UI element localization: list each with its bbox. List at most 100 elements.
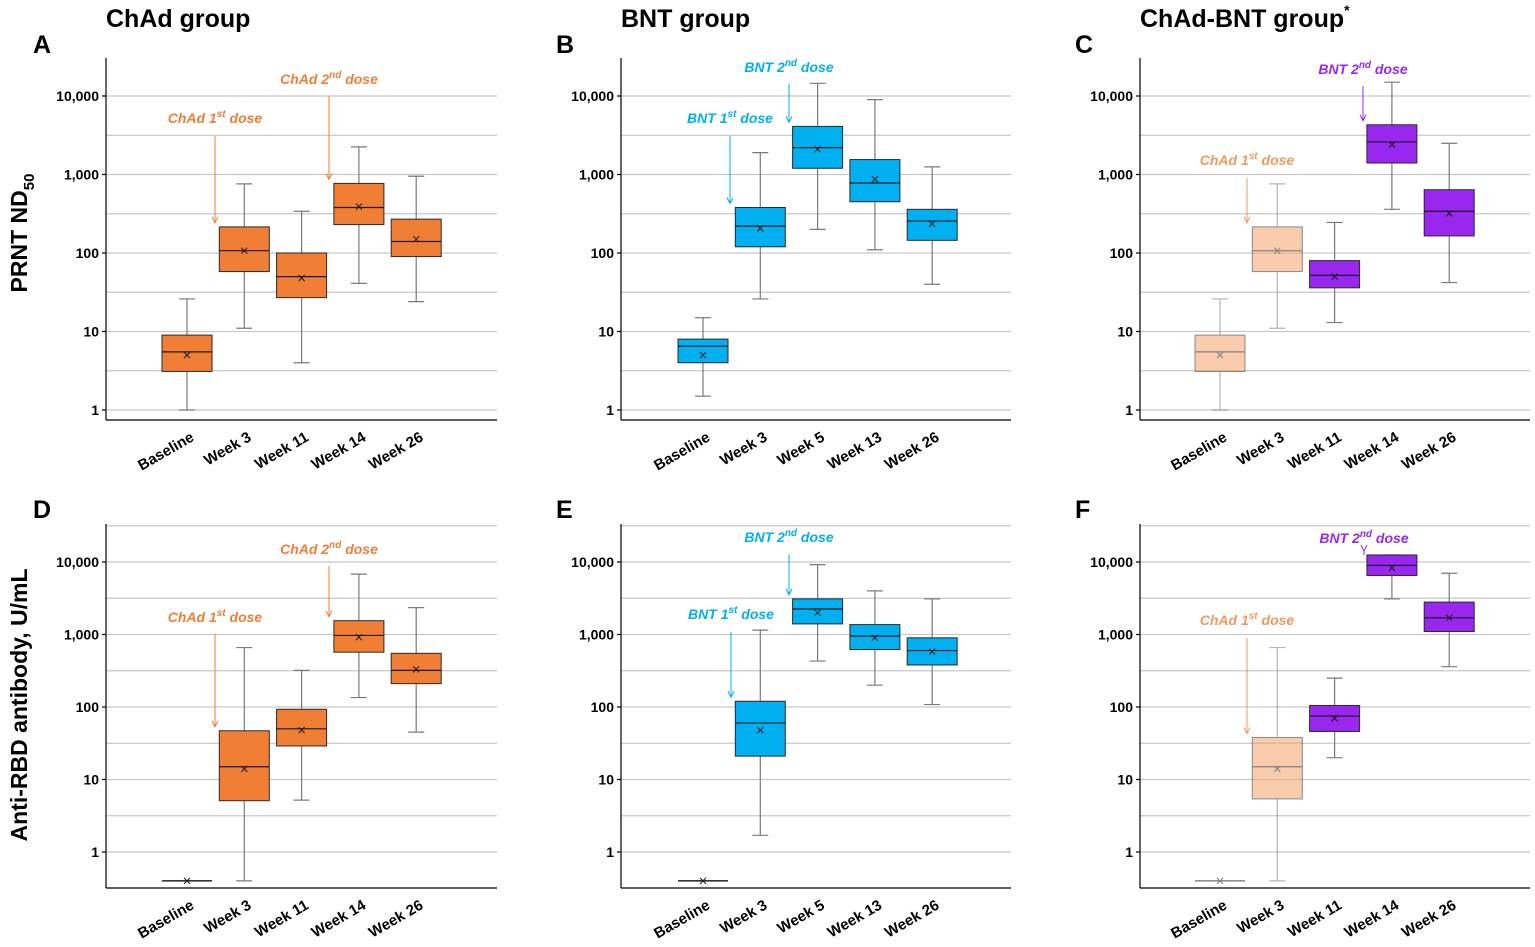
mean-marker-week-11 [1331,273,1338,280]
box-iqr-week-14 [1366,124,1418,164]
y-tick-label-10: 10 [83,772,99,788]
x-tick-label-week-11: Week 11 [252,897,312,941]
box-week-26 [906,166,958,285]
box-week-26 [390,175,442,303]
annotation-arrowhead [211,720,219,728]
mean-marker-week-11 [1331,714,1338,722]
mean-marker-week-3 [240,765,248,773]
annotation-chad-1st-dose: ChAd 1st dose [168,109,263,225]
annotation-bnt-1st-dose: BNT 1st dose [688,605,774,699]
box-baseline [161,298,213,411]
annotation-label-superscript: nd [1359,60,1372,71]
annotation-label: ChAd 2nd dose [280,70,378,87]
y-tick-label-10: 10 [598,772,614,788]
y-tick-label-10: 10 [598,324,614,340]
y-tick-label-10: 10 [83,324,99,340]
box-week-11 [276,210,328,364]
annotation-label-superscript: st [217,608,227,619]
y-tick-label-10-000: 10,000 [56,88,99,104]
x-tick-label-baseline: Baseline [135,429,197,475]
mean-marker-week-26 [1445,614,1453,622]
x-tick-label-week-13: Week 13 [825,429,885,474]
box-iqr-week-14 [333,182,385,226]
mean-marker-week-11 [298,274,305,282]
mean-marker-baseline [1216,351,1224,359]
annotation-label: BNT 2nd dose [1319,529,1408,546]
x-tick-label-week-3: Week 3 [717,429,770,469]
mean-marker-week-26 [928,220,936,228]
annotation-chad-1st-dose: ChAd 1st dose [1200,611,1294,735]
annotation-bnt-2nd-dose: BNT 2nd dose [1319,529,1409,555]
annotation-arrowhead [325,610,333,618]
mean-marker-week-13 [871,634,879,642]
box-iqr-week-13 [849,624,901,651]
x-tick-label-baseline: Baseline [651,429,713,475]
y-tick-label-1-000: 1,000 [579,167,614,183]
annotation-label-superscript: st [728,605,738,616]
panel-letter-c: C [1075,31,1093,59]
y-tick-label-100: 100 [591,245,615,261]
y-title-prnt-subscript: 50 [21,174,38,191]
annotation-label-tail: dose [1371,61,1408,77]
annotation-label-tail: dose [736,110,773,126]
y-title-prnt-text: PRNT ND [6,190,32,292]
y-tick-label-1: 1 [606,844,614,860]
annotation-label: BNT 1st dose [687,109,773,126]
annotation-label-superscript: nd [785,528,798,539]
mean-marker-week-3 [756,726,764,734]
x-tick-label-week-14: Week 14 [309,896,370,941]
annotation-chad-1st-dose: ChAd 1st dose [1200,151,1295,225]
box-iqr-week-11 [276,252,328,299]
x-tick-label-week-11: Week 11 [1285,897,1345,941]
annotation-label-tail: dose [797,529,834,545]
x-tick-label-baseline: Baseline [135,897,197,943]
annotation-label-superscript: nd [785,58,798,69]
y-tick-label-1: 1 [606,402,614,418]
box-week-5 [792,564,844,662]
box-week-3 [1251,183,1303,329]
mean-marker-week-5 [814,609,821,617]
annotation-label: ChAd 1st dose [1200,151,1295,168]
annotation-arrowhead [727,691,735,699]
y-tick-label-10-000: 10,000 [1090,554,1133,570]
x-tick-label-week-26: Week 26 [1399,897,1459,942]
annotation-label-tail: dose [1258,152,1295,168]
mean-marker-week-26 [928,648,936,656]
y-tick-label-100: 100 [76,699,100,715]
annotation-label-base: ChAd 1 [1200,612,1249,628]
box-baseline [678,877,728,885]
annotation-label-base: BNT 2 [744,59,785,75]
annotation-arrowhead [1359,114,1367,122]
annotation-label-base: BNT 2 [744,529,785,545]
annotation-label: ChAd 1st dose [168,109,263,126]
annotation-label-superscript: nd [329,540,342,551]
x-tick-label-week-3: Week 3 [1234,897,1287,937]
mean-marker-week-3 [1273,765,1281,773]
mean-marker-baseline [183,877,191,885]
mean-marker-week-14 [355,203,363,210]
annotation-label-tail: dose [737,606,774,622]
y-tick-label-1-000: 1,000 [579,627,614,643]
annotation-chad-2nd-dose: ChAd 2nd dose [280,70,378,181]
annotation-label-base: BNT 2 [1318,61,1359,77]
panel-letter-b: B [556,31,574,59]
annotation-label-tail: dose [341,71,378,87]
box-iqr-week-11 [1309,260,1361,289]
y-tick-label-100: 100 [1110,699,1134,715]
mean-marker-baseline [699,877,707,885]
box-week-26 [1423,572,1475,668]
box-iqr-baseline [677,338,729,364]
annotation-bnt-2nd-dose: BNT 2nd dose [744,528,834,596]
mean-marker-week-14 [355,633,363,641]
x-tick-label-week-3: Week 3 [1234,429,1287,469]
x-tick-label-week-14: Week 14 [1342,896,1403,941]
box-week-3 [734,629,786,836]
x-tick-label-baseline: Baseline [1168,429,1230,475]
annotation-label-tail: dose [226,609,263,625]
annotation-label-superscript: st [727,109,737,120]
mean-marker-week-14 [1388,564,1396,572]
